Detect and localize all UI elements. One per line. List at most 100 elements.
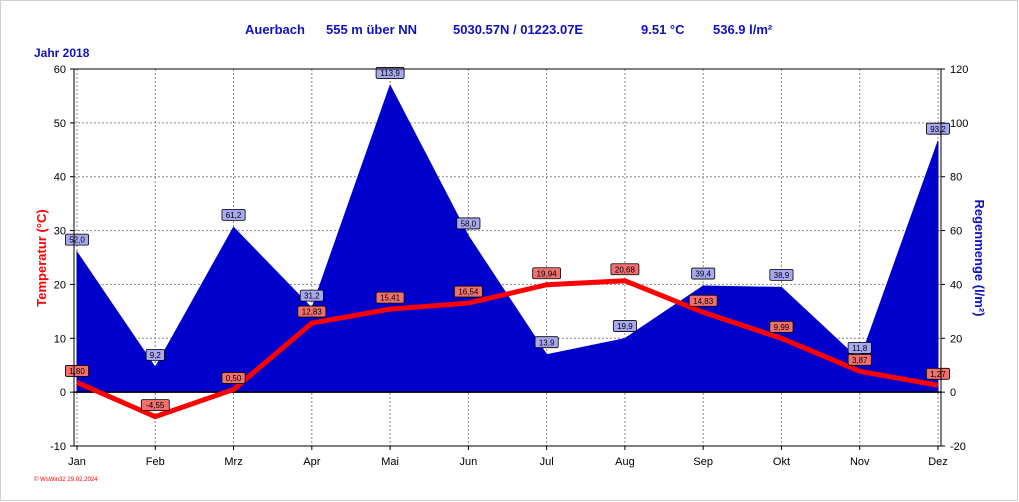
year-label: Jahr 2018 xyxy=(34,46,90,60)
rain-label-text: 11,8 xyxy=(852,344,868,353)
x-tick-label: Feb xyxy=(146,456,165,468)
station-coords: 5030.57N / 01223.07E xyxy=(453,22,583,37)
temp-label: 20,68 xyxy=(610,263,640,276)
temp-label: 16,54 xyxy=(453,285,483,298)
right-tick-label: 80 xyxy=(950,172,962,184)
rain-area xyxy=(76,84,939,393)
temp-label-text: 9,99 xyxy=(774,323,790,332)
x-tick-label: Okt xyxy=(773,456,790,468)
temperature-line xyxy=(75,278,939,420)
right-tick-label: 100 xyxy=(950,118,968,130)
rain-label-box xyxy=(691,267,716,280)
x-tick-label: Sep xyxy=(693,456,713,468)
rain-label-box xyxy=(456,217,481,230)
left-tick-label: 10 xyxy=(54,333,66,345)
x-tick-label: Jun xyxy=(459,456,477,468)
rain-label-text: 58,0 xyxy=(461,220,477,229)
rain-label-box xyxy=(65,233,90,246)
rain-label-text: 13,9 xyxy=(539,338,555,347)
rain-label: 113,9 xyxy=(375,67,405,79)
temp-label-box xyxy=(375,291,405,304)
temp-label-text: 14,83 xyxy=(693,297,714,306)
x-tick-label: Aug xyxy=(615,456,635,468)
station-name: Auerbach xyxy=(245,22,305,37)
right-tick-label: 0 xyxy=(950,387,956,399)
rain-label-text: 39,4 xyxy=(695,270,711,279)
temp-label: -4,55 xyxy=(140,399,170,412)
x-tick-label: Jan xyxy=(68,456,86,468)
temp-label-text: 12,83 xyxy=(302,308,323,317)
rain-label-text: 52,0 xyxy=(69,236,85,245)
axis-ticks: -10 0 10 20 30 40 50 60 -20 0 20 40 60 80 100 120 Jan Feb… xyxy=(50,64,968,468)
rain-label-text: 38,9 xyxy=(774,271,790,280)
temperature-polyline xyxy=(75,278,939,420)
rain-label-box xyxy=(926,122,951,135)
right-tick-label: 20 xyxy=(950,333,962,345)
rain-label: 19,9 xyxy=(612,320,637,332)
rain-label: 13,9 xyxy=(534,336,559,349)
rain-label-box xyxy=(145,348,165,361)
left-tick-label: -10 xyxy=(50,441,66,453)
left-tick-label: 0 xyxy=(60,387,66,399)
temp-label-box xyxy=(769,320,794,333)
x-tick-label: Mai xyxy=(381,456,399,468)
temp-label-box xyxy=(140,399,170,412)
mean-temperature: 9.51 °C xyxy=(641,22,685,37)
temp-label-text: 3,87 xyxy=(852,356,868,365)
rain-label-box xyxy=(769,268,794,281)
temp-label-box xyxy=(610,263,640,276)
temp-label-box xyxy=(688,294,718,307)
x-tick-label: Nov xyxy=(850,456,870,468)
rain-label: 38,9 xyxy=(769,268,794,281)
right-axis-title: Regenmenge (l/m²) xyxy=(972,199,987,316)
rain-label: 9,2 xyxy=(145,348,165,361)
temp-label: 15,41 xyxy=(375,291,405,304)
left-tick-label: 40 xyxy=(54,172,66,184)
temp-label-text: 0,50 xyxy=(226,374,242,383)
rain-label: 11,8 xyxy=(847,341,872,354)
station-altitude: 555 m über NN xyxy=(326,22,417,37)
left-axis-title: Temperatur (°C) xyxy=(34,209,49,306)
temp-label-text: 20,68 xyxy=(615,265,636,274)
rain-label-box xyxy=(375,67,405,79)
rain-label: 52,0 xyxy=(65,233,90,246)
temp-label-box xyxy=(221,372,246,384)
temp-label: 3,87 xyxy=(847,353,872,366)
temp-label-box xyxy=(297,305,327,318)
temp-label-box xyxy=(453,285,483,298)
temp-label-box xyxy=(532,267,562,280)
rain-label: 61,2 xyxy=(221,208,246,221)
rain-label-box xyxy=(221,208,246,221)
rain-label-text: 93,2 xyxy=(930,125,946,134)
rain-label-text: 113,9 xyxy=(380,69,400,78)
left-tick-label: 50 xyxy=(54,118,66,130)
rain-label-text: 31,2 xyxy=(304,292,320,301)
rain-label-text: 9,2 xyxy=(150,351,162,360)
rain-label-text: 19,9 xyxy=(617,322,633,331)
data-labels: 52,0 9,2 61,2 31,2 113,9 58,0 13,9 19,9 39,4 38,9… xyxy=(65,67,951,412)
rain-label-text: 61,2 xyxy=(226,211,242,220)
rain-label: 93,2 xyxy=(926,122,951,135)
plot-frame xyxy=(73,68,942,447)
right-tick-label: -20 xyxy=(950,441,966,453)
rain-area-path xyxy=(76,84,939,393)
temp-label: 19,94 xyxy=(532,267,562,280)
temp-label-box xyxy=(926,367,951,380)
temp-label-text: 1,80 xyxy=(69,367,85,376)
left-tick-label: 60 xyxy=(54,64,66,76)
left-tick-label: 30 xyxy=(54,226,66,238)
x-tick-label: Jul xyxy=(540,456,554,468)
temp-label-box xyxy=(847,353,872,366)
x-tick-label: Apr xyxy=(303,456,320,468)
temp-label-text: 19,94 xyxy=(537,269,558,278)
temp-label-text: 1,27 xyxy=(930,370,946,379)
rain-label: 58,0 xyxy=(456,217,481,230)
temp-label: 0,50 xyxy=(221,372,246,384)
right-tick-label: 60 xyxy=(950,226,962,238)
rain-label-box xyxy=(534,336,559,349)
rain-label: 31,2 xyxy=(299,289,324,302)
x-tick-label: Mrz xyxy=(224,456,242,468)
total-rainfall: 536.9 l/m² xyxy=(713,22,773,37)
rain-label-box xyxy=(612,320,637,332)
temp-label: 14,83 xyxy=(688,294,718,307)
